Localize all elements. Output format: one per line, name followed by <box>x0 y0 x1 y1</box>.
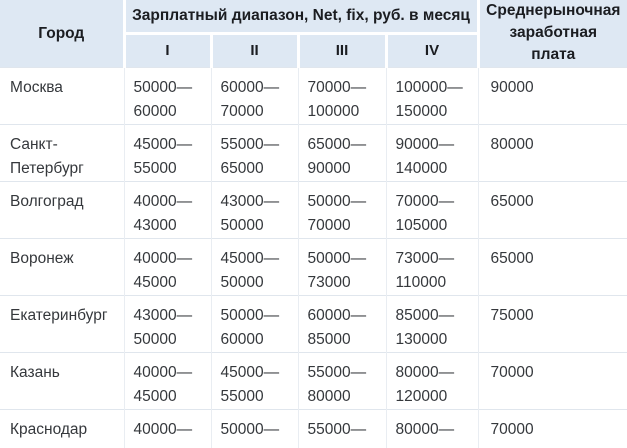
range-q2-cell: 45000— 55000 <box>211 351 299 409</box>
row-krasnodar: Краснодар 40000— 50000— 55000— 80000— 70… <box>0 408 627 448</box>
range-q2-cell: 45000— 50000 <box>211 237 299 295</box>
range-q3-cell: 60000— 85000 <box>298 294 387 352</box>
row-ekaterinburg: Екатеринбург 43000— 50000 50000— 60000 6… <box>0 294 627 352</box>
range-q1-cell: 43000— 50000 <box>124 294 212 352</box>
range-q1-cell: 45000— 55000 <box>124 123 212 181</box>
row-kazan: Казань 40000— 45000 45000— 55000 55000— … <box>0 351 627 409</box>
avg-salary-cell: 70000 <box>478 351 627 409</box>
range-q3-cell: 65000— 90000 <box>298 123 387 181</box>
range-q3-cell: 55000— 80000 <box>298 351 387 409</box>
avg-salary-cell: 80000 <box>478 123 627 181</box>
city-cell: Екатеринбург <box>0 294 125 352</box>
range-q1-cell: 40000— <box>124 408 212 448</box>
row-sankt-peterburg: Санкт-Петербург 45000— 55000 55000— 6500… <box>0 123 627 181</box>
range-q1-cell: 40000— 45000 <box>124 237 212 295</box>
avg-salary-cell: 75000 <box>478 294 627 352</box>
row-voronezh: Воронеж 40000— 45000 45000— 50000 50000—… <box>0 237 627 295</box>
header-quartile-2: II <box>211 33 300 67</box>
range-q2-cell: 50000— 60000 <box>211 294 299 352</box>
range-q4-cell: 70000— 105000 <box>386 180 479 238</box>
header-salary-range-group: Зарплатный диапазон, Net, fix, руб. в ме… <box>124 0 480 35</box>
header-quartile-1: I <box>124 33 213 67</box>
header-average-market-salary: Среднерыночная заработная плата <box>478 0 627 67</box>
range-q4-cell: 85000— 130000 <box>386 294 479 352</box>
range-q3-cell: 70000— 100000 <box>298 66 387 124</box>
range-q1-cell: 40000— 43000 <box>124 180 212 238</box>
avg-salary-cell: 70000 <box>478 408 627 448</box>
range-q2-cell: 55000— 65000 <box>211 123 299 181</box>
range-q4-cell: 80000— 120000 <box>386 351 479 409</box>
avg-salary-cell: 65000 <box>478 180 627 238</box>
header-quartile-3: III <box>298 33 388 67</box>
header-quartile-4: IV <box>386 33 480 67</box>
range-q4-cell: 90000— 140000 <box>386 123 479 181</box>
range-q3-cell: 50000— 70000 <box>298 180 387 238</box>
city-cell: Москва <box>0 66 125 124</box>
table-body: Москва 50000— 60000 60000— 70000 70000— … <box>0 66 627 448</box>
city-cell: Краснодар <box>0 408 125 448</box>
range-q2-cell: 43000— 50000 <box>211 180 299 238</box>
city-cell: Санкт-Петербург <box>0 123 125 181</box>
range-q1-cell: 50000— 60000 <box>124 66 212 124</box>
range-q2-cell: 60000— 70000 <box>211 66 299 124</box>
range-q1-cell: 40000— 45000 <box>124 351 212 409</box>
table-header: Город Зарплатный диапазон, Net, fix, руб… <box>0 0 627 67</box>
range-q4-cell: 73000— 110000 <box>386 237 479 295</box>
range-q4-cell: 100000— 150000 <box>386 66 479 124</box>
city-cell: Воронеж <box>0 237 125 295</box>
header-city: Город <box>0 0 126 67</box>
row-volgograd: Волгоград 40000— 43000 43000— 50000 5000… <box>0 180 627 238</box>
range-q3-cell: 50000— 73000 <box>298 237 387 295</box>
city-cell: Казань <box>0 351 125 409</box>
range-q4-cell: 80000— <box>386 408 479 448</box>
city-cell: Волгоград <box>0 180 125 238</box>
avg-salary-cell: 90000 <box>478 66 627 124</box>
row-moskva: Москва 50000— 60000 60000— 70000 70000— … <box>0 66 627 124</box>
range-q3-cell: 55000— <box>298 408 387 448</box>
range-q2-cell: 50000— <box>211 408 299 448</box>
avg-salary-cell: 65000 <box>478 237 627 295</box>
